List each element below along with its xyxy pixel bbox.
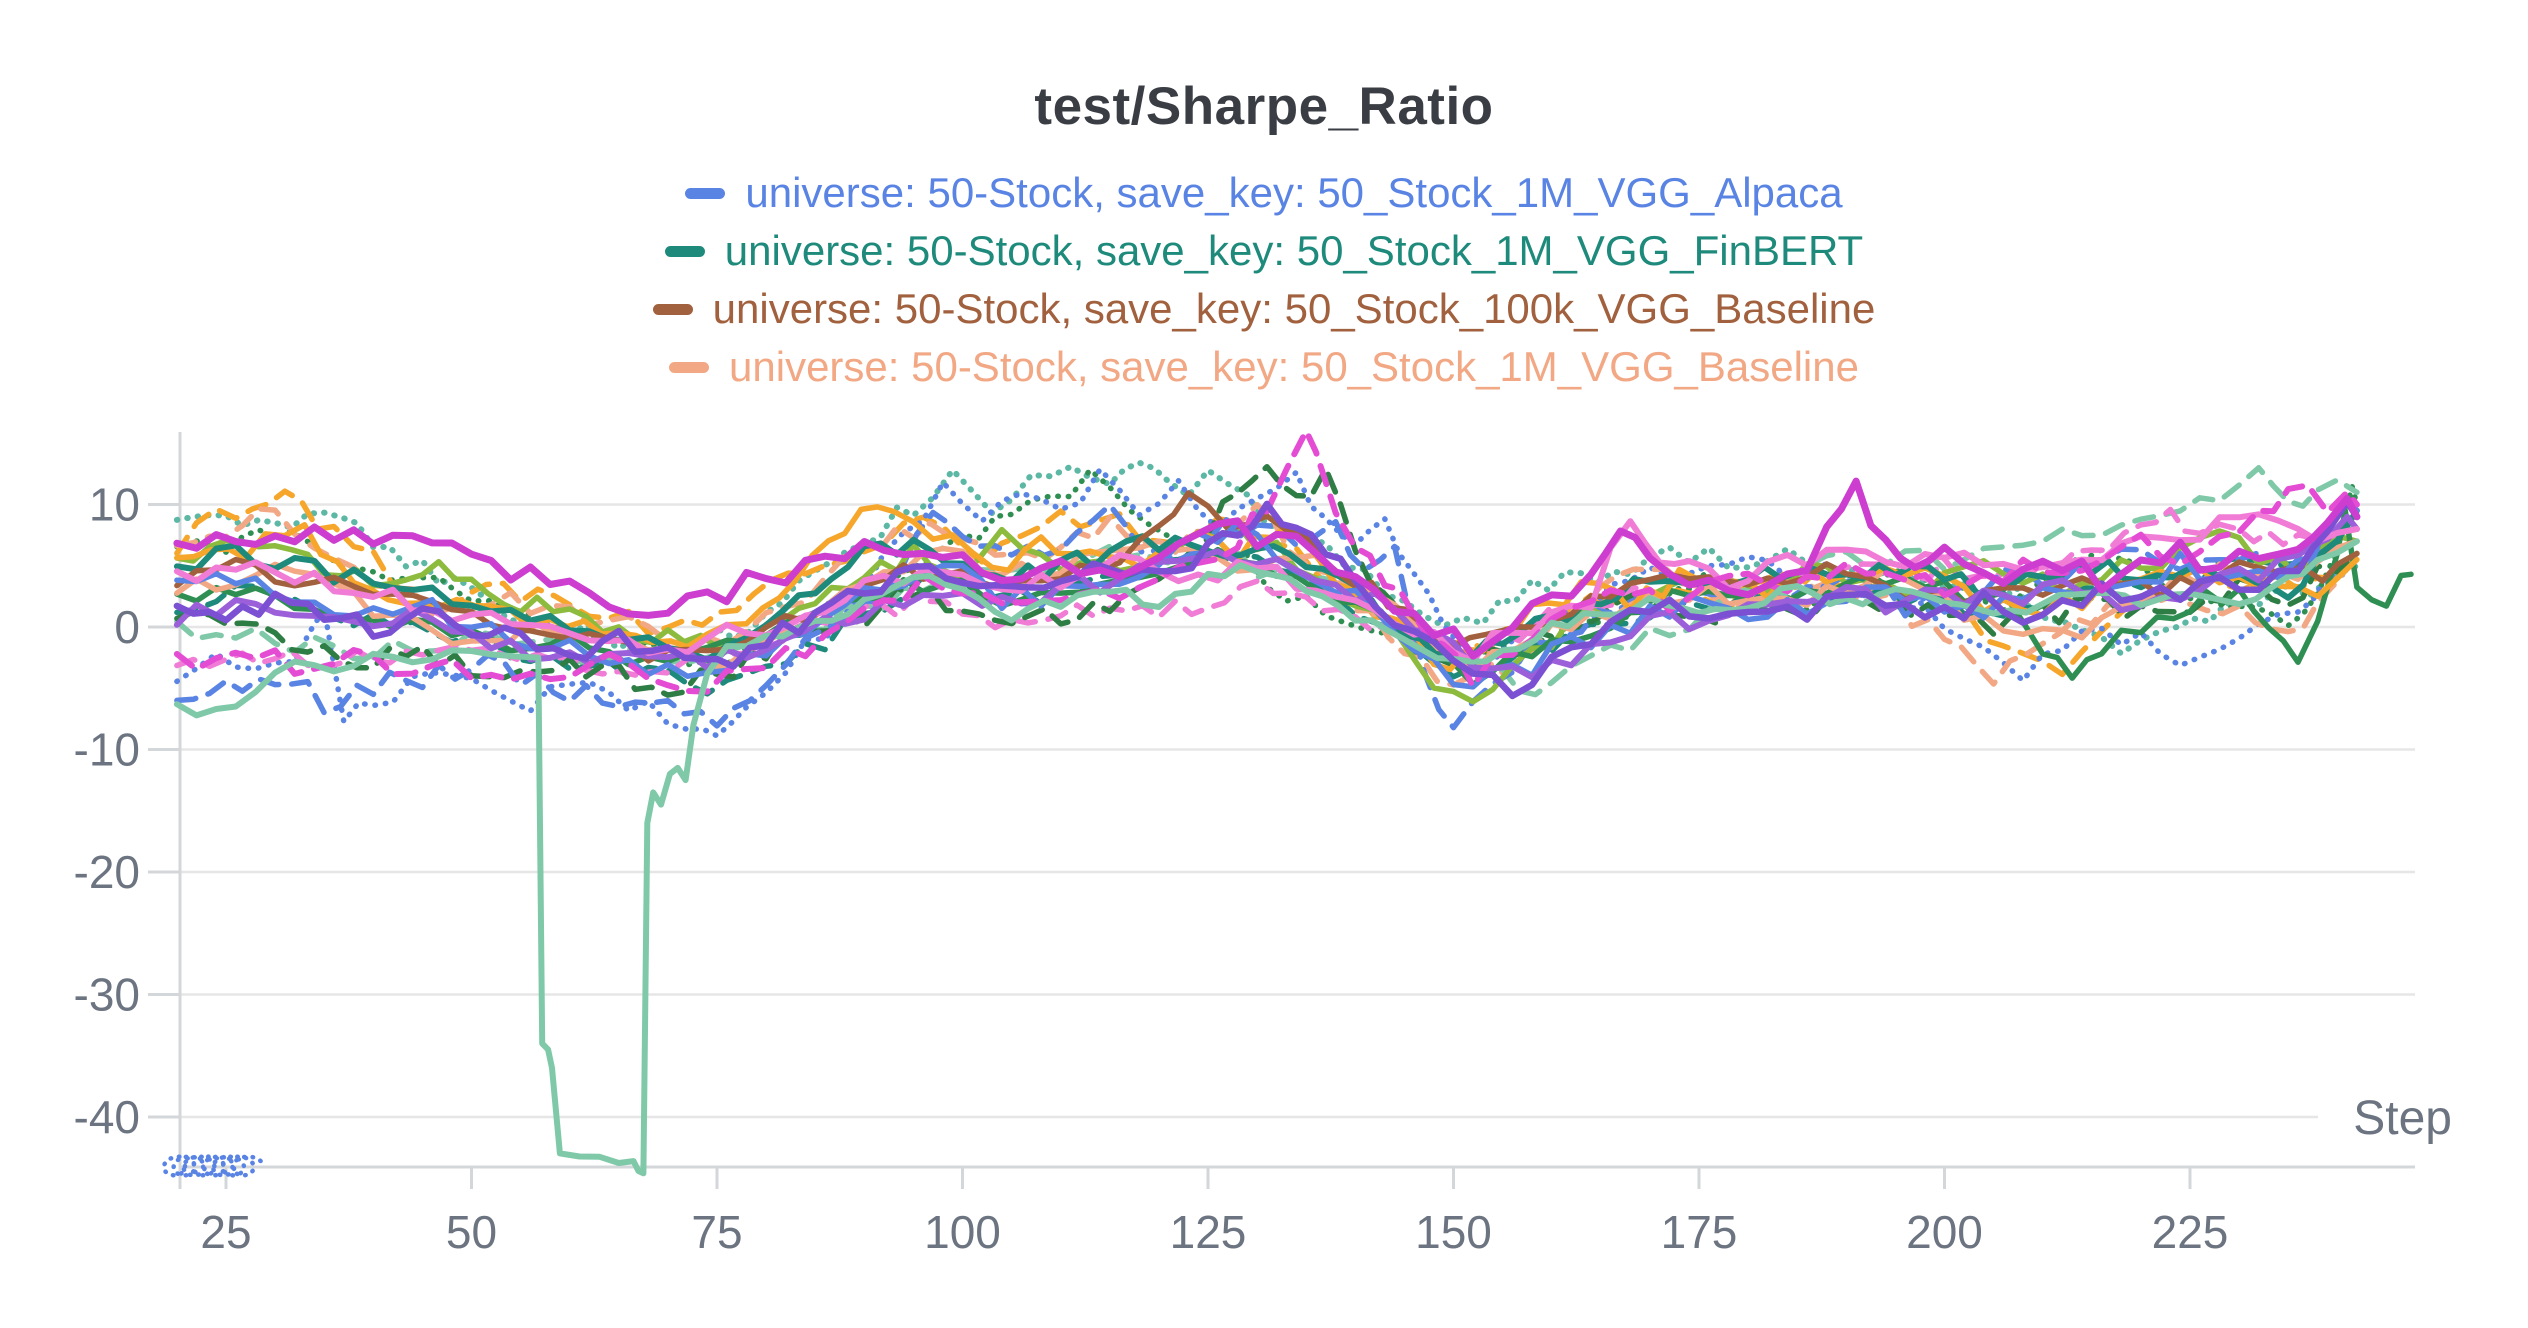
series-line-unlabeled-blue-scribble [161,1154,266,1178]
series-line-unlabeled-purple-solid [173,498,2361,700]
x-tick-label-150: 150 [1415,1206,1492,1258]
x-tick-label-225: 225 [2152,1206,2229,1258]
y-tick-label--20: -20 [74,846,140,898]
legend-item-1m-baseline[interactable]: universe: 50-Stock, save_key: 50_Stock_1… [669,338,1859,396]
legend-item-finbert[interactable]: universe: 50-Stock, save_key: 50_Stock_1… [664,222,1864,280]
series-line-unlabeled-darkgreen-dashed [174,463,2360,698]
legend-marker-icon [685,187,726,199]
legend-item-alpaca[interactable]: universe: 50-Stock, save_key: 50_Stock_1… [685,164,1843,222]
y-tick-label--10: -10 [74,724,140,776]
legend-marker-icon [652,303,693,315]
x-tick-label-75: 75 [691,1206,742,1258]
step-label-backing [2318,1078,2468,1150]
legend-marker-icon [669,361,710,373]
y-tick-label--30: -30 [74,969,140,1021]
series-line-unlabeled-orange-dashed [174,488,2360,678]
y-tick-label-0: 0 [114,601,140,653]
x-tick-label-200: 200 [1906,1206,1983,1258]
legend-label: universe: 50-Stock, save_key: 50_Stock_1… [712,285,1876,332]
series-line-unlabeled-mint-solid-diver [173,538,2360,1177]
x-tick-label-25: 25 [200,1206,251,1258]
x-tick-label-125: 125 [1170,1206,1247,1258]
x-axis-title: Step [2353,1092,2452,1145]
x-tick-label-100: 100 [924,1206,1001,1258]
series-line-unlabeled-pink-solid [173,511,2360,665]
x-tick-label-50: 50 [446,1206,497,1258]
legend-marker-icon [664,245,705,257]
legend-label: universe: 50-Stock, save_key: 50_Stock_1… [724,227,1864,274]
series-line-unlabeled-magenta-solid [173,477,2361,660]
y-tick-label-10: 10 [89,479,140,531]
legend-label: universe: 50-Stock, save_key: 50_Stock_1… [745,169,1843,216]
series-line-unlabeled-blue-dotted [174,466,2360,739]
series-line-unlabeled-violet-solid [173,513,2360,681]
chart-legend: universe: 50-Stock, save_key: 50_Stock_1… [0,164,2528,396]
legend-label: universe: 50-Stock, save_key: 50_Stock_1… [729,343,1859,390]
chart-title: test/Sharpe_Ratio [1034,77,1494,136]
legend-item-100k-baseline[interactable]: universe: 50-Stock, save_key: 50_Stock_1… [652,280,1876,338]
x-tick-label-175: 175 [1661,1206,1738,1258]
y-tick-label--40: -40 [74,1091,140,1143]
